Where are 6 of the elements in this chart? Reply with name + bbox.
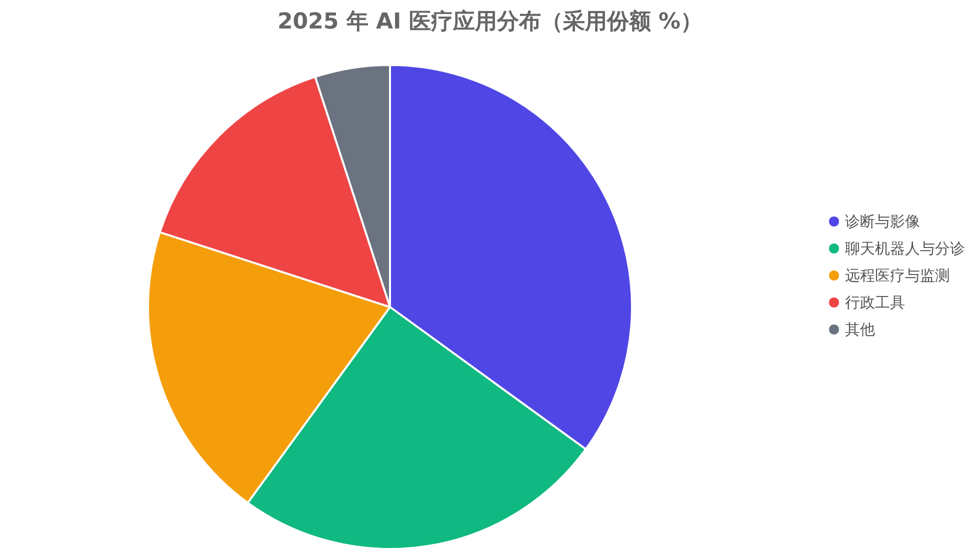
legend-label: 诊断与影像 [845,212,920,230]
legend-label: 其他 [845,320,875,338]
legend-label: 行政工具 [845,294,905,312]
chart-title: 2025 年 AI 医疗应用分布（采用份额 %） [277,8,703,34]
legend-label: 聊天机器人与分诊 [845,240,965,258]
legend-label: 远程医疗与监测 [845,266,950,284]
